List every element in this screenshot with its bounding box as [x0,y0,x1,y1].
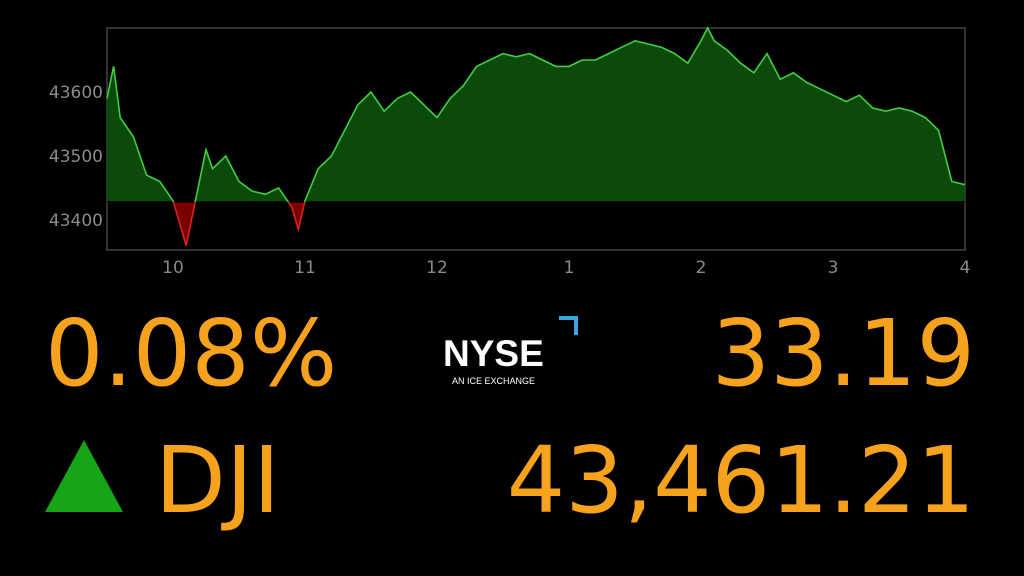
x-tick-label: 12 [426,258,448,278]
x-tick-label: 3 [828,258,839,278]
x-tick-label: 1 [564,258,575,278]
x-tick-label: 2 [696,258,707,278]
x-tick-label: 10 [162,258,184,278]
x-tick-label: 4 [960,258,971,278]
logo-bracket [559,316,578,335]
symbol: DJI [155,427,280,534]
plot [106,26,966,246]
up-arrow [45,440,123,512]
percent-change: 0.08% [45,300,337,407]
logo-name: NYSE [443,333,544,374]
area-above [107,28,965,203]
price: 43,461.21 [507,427,975,534]
price-line [106,26,966,203]
y-tick-label: 43500 [49,147,103,167]
nyse-logo: NYSE AN ICE EXCHANGE [443,316,578,386]
x-tick-label: 11 [294,258,316,278]
logo-tagline: AN ICE EXCHANGE [452,376,535,386]
point-change: 33.19 [712,300,975,407]
y-tick-label: 43600 [49,83,103,103]
y-tick-label: 43400 [49,211,103,231]
